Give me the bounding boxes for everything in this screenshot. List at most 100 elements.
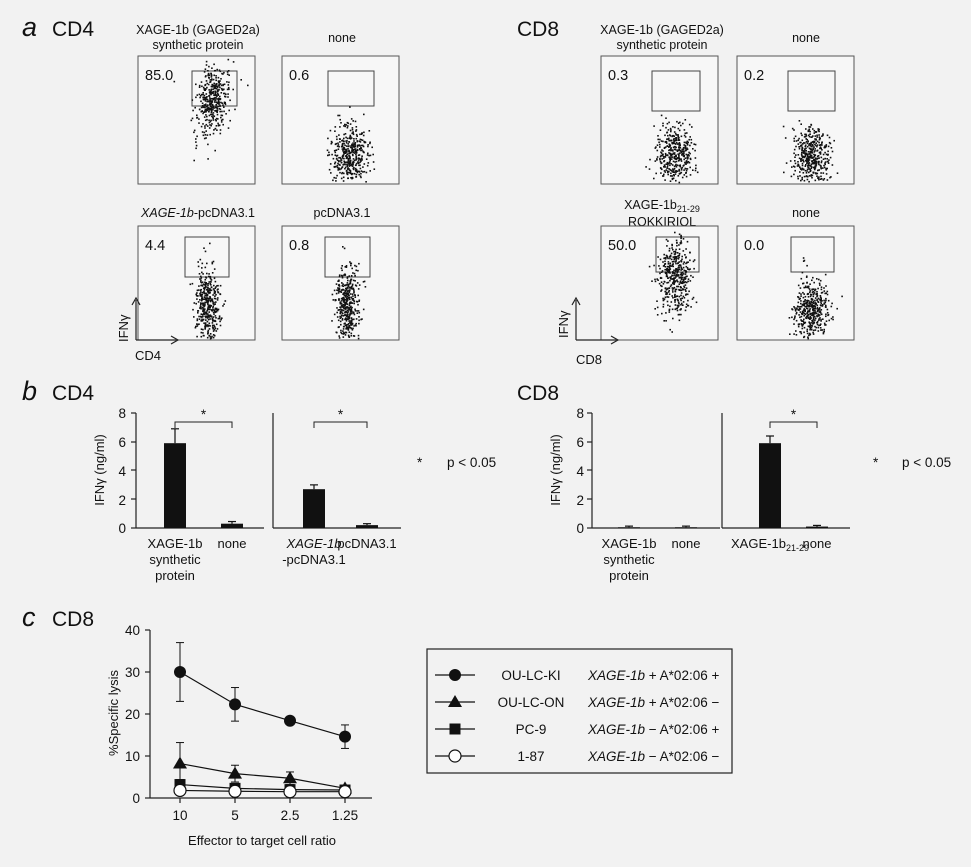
cd4-plot4-dot — [345, 318, 348, 321]
cd8-plot2-dot — [794, 160, 796, 162]
cd8-plot4-dot — [820, 309, 823, 311]
cd4-plot2-dot — [366, 164, 369, 167]
cd4-plot1-dot — [191, 117, 194, 120]
cd8-plot1-dot — [672, 134, 674, 137]
cd8-plot4-dot — [823, 287, 825, 289]
cd4-plot3-dot — [207, 314, 210, 317]
cd4-plot4-dot — [363, 280, 366, 283]
cd4-plot1-dot — [210, 101, 212, 103]
b-cd8-left-bar-1 — [675, 527, 697, 529]
cd4-plot3-dot-cloud — [189, 242, 227, 340]
cd8-plot1-dot — [673, 138, 675, 141]
cd8-plot3-dot — [682, 304, 684, 306]
cd8-plot2-dot — [808, 159, 811, 161]
cd4-plot4-dot — [354, 264, 356, 267]
cd8-plot2-dot — [799, 175, 801, 177]
b-cd4-left-bar-1 — [221, 523, 243, 528]
cd4-plot4-dot — [361, 318, 363, 320]
b-cd8-left-category-label-1: none — [672, 536, 701, 551]
cd8-plot3-dot — [667, 271, 669, 274]
cd4-plot4-dot — [336, 311, 338, 314]
cd4-plot4-dot — [336, 307, 338, 309]
cd4-plot1-dot — [226, 73, 229, 76]
cd8-plot2-dot — [819, 178, 822, 180]
cd4-plot4-dot — [331, 293, 334, 296]
cd8-plot4-dot — [821, 329, 823, 331]
cd8-plot2-dot — [797, 177, 799, 180]
cd8-plot3-dot — [671, 274, 673, 277]
cd4-plot3-dot — [205, 313, 208, 315]
cd8-plot2-dot — [820, 147, 822, 150]
cd8-plot3-dot — [674, 288, 677, 291]
cd8-plot4-dot — [816, 293, 818, 295]
cd4-plot3-dot — [213, 309, 216, 311]
cd8-plot3-dot — [677, 258, 680, 260]
cd8-plot4-dot — [798, 314, 800, 316]
cd4-plot3-dot — [204, 324, 207, 326]
cd8-plot3-dot — [667, 257, 669, 260]
cd8-plot3-dot — [663, 298, 666, 300]
cd8-plot4-dot — [813, 292, 816, 294]
cd8-plot1-dot — [662, 175, 665, 177]
cd4-plot1-dot — [218, 124, 221, 127]
cd4-plot3-dot — [214, 307, 217, 310]
cd4-plot2-dot — [336, 154, 339, 157]
b-cd4-left-category-label-0: protein — [155, 568, 195, 583]
c-legend-hla-sign: + — [708, 722, 720, 737]
cd8-plot1-dot — [661, 149, 663, 151]
cd8-plot1-dot — [684, 146, 687, 149]
cd4-plot3-dot — [213, 291, 216, 293]
cd4-plot1-dot — [205, 137, 207, 139]
cd8-plot2-dot — [830, 147, 833, 149]
cd4-plot3-dot — [207, 333, 209, 335]
cd8-plot3-dot — [666, 245, 668, 247]
b-cd4-left-category-label-0: XAGE-1b — [148, 536, 203, 551]
b-cd4-right-category-label-0: -pcDNA3.1 — [282, 552, 346, 567]
cd8-plot2-dot — [829, 176, 831, 179]
cd8-plot1-dot — [683, 129, 686, 131]
cd4-plot2-dot — [337, 144, 340, 146]
b-cd8-right-category-sub: 21-29 — [786, 543, 809, 553]
cd4-plot4-dot — [348, 297, 351, 299]
cd4-plot4-dot — [344, 284, 347, 286]
cd8-plot3-dot — [675, 262, 677, 265]
cd4-plot4-dot — [343, 294, 346, 297]
cd4-plot1-dot — [208, 89, 210, 91]
cd8-plot4-dot — [805, 286, 807, 289]
cd8-plot4-dot — [814, 305, 817, 307]
cd4-plot3-dot — [209, 336, 212, 338]
cd4-plot4-dot — [343, 298, 345, 300]
cd8-plot4-dot — [808, 332, 811, 335]
cd8-plot4-dot — [807, 316, 810, 319]
cd4-plot2-dot — [365, 158, 368, 160]
cd4-plot3-dot — [204, 281, 206, 284]
cd4-plot4-dot — [355, 300, 358, 303]
cd8-plot4-dot — [812, 295, 815, 298]
c-xtick-label: 1.25 — [332, 808, 358, 823]
cd8-plot2-dot — [818, 163, 820, 166]
cd8-plot2-dot — [820, 144, 822, 146]
cd8-plot3-dot — [674, 294, 676, 297]
cd4-plot2-dot — [343, 160, 345, 163]
cd8-plot1-dot — [673, 155, 676, 158]
cd8-plot4-dot — [818, 308, 821, 310]
cd4-plot2-dot — [342, 150, 344, 152]
cd8-plot1-dot — [667, 171, 669, 174]
cd8-plot1-dot — [673, 171, 675, 173]
cd4-plot4-dot — [343, 307, 345, 310]
c-legend-marker — [449, 669, 461, 681]
cd4-plot4-dot — [340, 308, 342, 311]
cd8-plot2-dot — [797, 154, 800, 156]
cd8-plot4-dot — [811, 304, 814, 306]
cd4-plot2-dot — [352, 168, 355, 171]
cd8-plot3-caption-line1: XAGE-1b21-29 — [624, 198, 700, 214]
cd8-plot3-dot — [678, 233, 681, 236]
cd8-plot3-dot — [654, 278, 656, 281]
cd4-plot4-dot — [348, 317, 351, 320]
cd4-plot3-dot — [203, 304, 205, 307]
cd8-plot4-dot — [816, 306, 819, 309]
cd4-plot2-dot — [343, 152, 346, 154]
cd8-plot4-dot — [794, 315, 796, 317]
cd4-plot2-dot — [363, 141, 366, 144]
cd4-plot2-dot — [349, 172, 352, 175]
